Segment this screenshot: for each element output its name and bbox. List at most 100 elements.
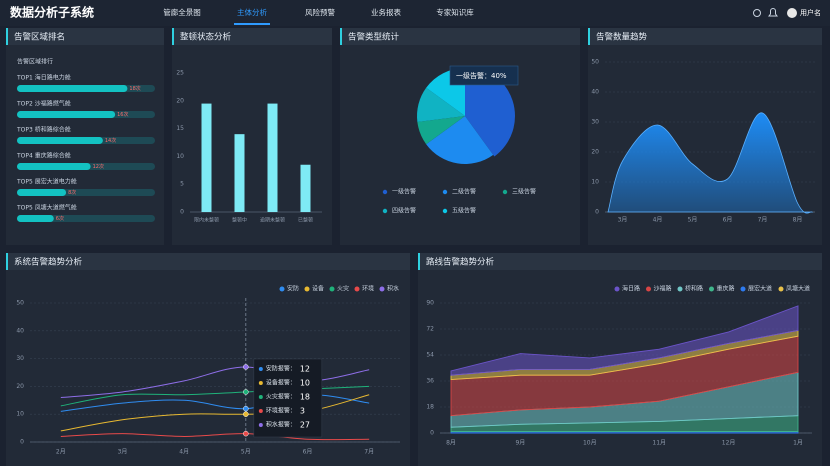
bar xyxy=(267,103,278,212)
hover-point xyxy=(243,430,249,437)
rank-bar xyxy=(17,111,116,118)
panel-accent xyxy=(6,28,8,45)
y-tick-label: 40 xyxy=(16,327,24,334)
y-tick-label: 20 xyxy=(176,97,184,104)
rank-bar xyxy=(17,163,91,170)
y-tick-label: 0 xyxy=(595,209,599,216)
legend-label: 三级告警 xyxy=(512,188,536,196)
panel-title-bar xyxy=(418,253,822,270)
legend-label: 凤塘大道 xyxy=(786,285,810,293)
x-tick-label: 12月 xyxy=(722,440,736,447)
search-icon[interactable] xyxy=(753,9,761,17)
legend-label: 五级告警 xyxy=(452,207,476,215)
pie-slice xyxy=(417,87,465,123)
tooltip-label: 一级告警： xyxy=(456,71,491,80)
rank-label: TOP2 沙福路燃气舱 xyxy=(16,100,71,108)
nav-item[interactable]: 主体分析 xyxy=(237,7,267,17)
y-tick-label: 10 xyxy=(176,153,184,160)
nav-item[interactable]: 业务报表 xyxy=(371,7,401,17)
tooltip-swatch xyxy=(258,381,263,385)
x-tick-label: 已整顿 xyxy=(298,217,313,224)
tooltip-box xyxy=(449,65,519,86)
legend-label: 沙福路 xyxy=(654,285,672,293)
panel-accent xyxy=(6,253,8,270)
panel-title-bar xyxy=(6,253,410,270)
hover-point xyxy=(243,405,249,412)
x-tick-label: 6月 xyxy=(303,449,313,456)
y-tick-label: 25 xyxy=(176,70,184,77)
x-tick-label: 2月 xyxy=(56,449,66,456)
panel-title-bar xyxy=(172,28,332,45)
panel-title: 系统告警趋势分析 xyxy=(14,257,83,268)
nav-active-underline xyxy=(234,23,270,25)
y-tick-label: 30 xyxy=(591,119,599,126)
x-tick-label: 整顿中 xyxy=(232,217,247,224)
x-tick-label: 10月 xyxy=(583,440,597,447)
y-tick-label: 0 xyxy=(20,439,24,446)
user-name[interactable]: 用户名 xyxy=(800,8,821,17)
x-tick-label: 1月 xyxy=(793,440,803,447)
x-tick-label: 8月 xyxy=(793,217,803,224)
legend-swatch xyxy=(442,189,448,195)
legend-label: 安防 xyxy=(287,285,299,293)
x-tick-label: 7月 xyxy=(364,449,374,456)
legend-swatch xyxy=(709,286,714,292)
rank-value: 18次 xyxy=(129,85,140,92)
legend-label: 积水 xyxy=(387,285,399,293)
x-tick-label: 6月 xyxy=(723,217,733,224)
panel xyxy=(172,28,332,245)
legend-label: 设备 xyxy=(312,285,324,293)
tooltip-value: 3 xyxy=(300,407,305,416)
panel-title: 告警区域排名 xyxy=(14,32,65,43)
legend-swatch xyxy=(778,286,784,292)
panel-title: 告警类型统计 xyxy=(348,32,400,43)
tooltip-value: 18 xyxy=(300,393,310,402)
legend-label: 二级告警 xyxy=(452,188,476,196)
legend-swatch xyxy=(614,286,620,292)
panel-accent xyxy=(340,28,342,45)
bar xyxy=(201,103,212,212)
legend-swatch xyxy=(382,189,388,195)
panel-accent xyxy=(588,28,590,45)
x-tick-label: 11月 xyxy=(652,440,666,447)
tooltip-label: 环境报警： xyxy=(266,407,296,415)
legend-label: 四级告警 xyxy=(392,207,416,215)
tooltip-swatch xyxy=(258,395,263,399)
rank-value: 12次 xyxy=(93,163,104,170)
bar xyxy=(234,134,245,212)
nav-item[interactable]: 管廊全景图 xyxy=(163,7,201,17)
stacked-area xyxy=(450,305,799,376)
tooltip-swatch xyxy=(258,409,263,413)
avatar[interactable] xyxy=(787,8,797,18)
rank-value: 16次 xyxy=(117,111,128,118)
bell-icon[interactable] xyxy=(768,8,778,17)
rank-label: TOP3 桥和路综合舱 xyxy=(16,126,71,134)
rank-bar xyxy=(17,137,103,144)
legend-swatch xyxy=(354,286,360,292)
rank-bar xyxy=(17,189,67,196)
header-bar xyxy=(0,0,830,26)
y-tick-label: 54 xyxy=(426,352,434,359)
x-tick-label: 限内未整顿 xyxy=(194,217,219,224)
tooltip-value: 27 xyxy=(300,421,310,430)
tooltip-value: 40% xyxy=(491,72,507,80)
x-tick-label: 5月 xyxy=(688,217,698,224)
legend-swatch xyxy=(382,208,388,214)
panel-title: 整顿状态分析 xyxy=(180,32,232,43)
y-tick-label: 50 xyxy=(16,300,24,307)
legend-swatch xyxy=(646,286,651,292)
rank-bar xyxy=(17,215,54,222)
nav-item[interactable]: 专家知识库 xyxy=(436,7,474,17)
x-tick-label: 逾期未整顿 xyxy=(260,217,285,224)
rank-value: 6次 xyxy=(56,215,64,222)
nav-item[interactable]: 风险预警 xyxy=(305,7,335,17)
pie-slice xyxy=(417,116,465,145)
panel xyxy=(6,253,410,466)
y-tick-label: 36 xyxy=(426,378,434,385)
y-tick-label: 15 xyxy=(176,125,184,132)
rank-value: 14次 xyxy=(105,137,116,144)
panel-title-bar xyxy=(340,28,580,45)
legend-swatch xyxy=(677,286,683,292)
